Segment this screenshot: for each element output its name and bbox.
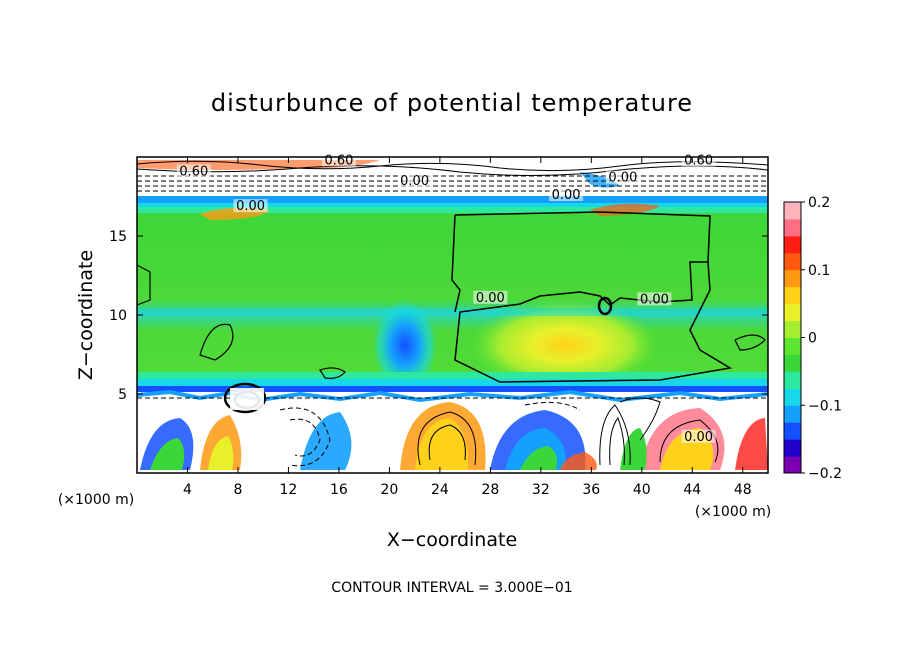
colorbar-swatch: [784, 422, 801, 440]
y-tick-label: 15: [109, 229, 127, 245]
x-tick-label: 20: [380, 482, 398, 498]
upper-mint-band: [137, 207, 768, 213]
colorbar-swatch: [784, 388, 801, 406]
contour-label: 0.00: [400, 174, 429, 189]
contour-label-bg: [605, 170, 640, 184]
lower-blue-band: [137, 386, 768, 392]
colorbar-swatch: [784, 252, 801, 271]
contour-label-bg: [473, 290, 508, 304]
colorbar-swatch: [784, 456, 801, 474]
contour-label: 0.60: [684, 153, 713, 168]
colorbar-swatch: [784, 439, 801, 457]
colorbar-tick-label: 0.1: [808, 263, 830, 279]
colorbar-swatch: [784, 354, 801, 372]
x-axis-label: X−coordinate: [387, 529, 517, 551]
contour-labels: 0.600.600.600.00 0.000.000.000.00 0.000.00: [176, 153, 716, 445]
contour-label: 0.00: [640, 292, 669, 307]
colorbar-swatch: [784, 218, 801, 237]
contour-label: 0.00: [552, 188, 581, 203]
y-tick-label: 5: [118, 387, 127, 403]
colorbar-swatch: [784, 286, 801, 305]
colorbar-tick-label: 0.2: [808, 195, 830, 211]
colorbar-swatch: [784, 371, 801, 389]
colorbar-tick-label: 0: [808, 331, 817, 347]
contour-label: 0.00: [608, 171, 637, 186]
upper-cyan-band: [137, 203, 768, 209]
contour-interval-note: CONTOUR INTERVAL = 3.000E−01: [331, 580, 572, 596]
colorbar: 0.2 0.1 0 −0.1 −0.2: [783, 195, 842, 482]
x-tick-label: 32: [532, 482, 550, 498]
x-tick-label: 28: [481, 482, 499, 498]
upper-cool-band: [137, 196, 768, 204]
y-axis: 5 10 15: [109, 229, 768, 403]
warm-anomaly: [470, 300, 660, 390]
contour-label-bg: [681, 429, 716, 443]
contour-label: 0.00: [476, 291, 505, 306]
colorbar-tick-label: −0.1: [808, 398, 842, 414]
x-tick-label: 24: [431, 482, 449, 498]
contour-label-bg: [233, 199, 268, 213]
y-tick-label: 10: [109, 308, 127, 324]
plot-field: [137, 157, 768, 473]
x-tick-label: 40: [633, 482, 651, 498]
x-tick-label: 12: [280, 482, 298, 498]
colorbar-swatch: [784, 269, 801, 288]
contour-label-bg: [176, 164, 211, 178]
contour-label-bg: [549, 188, 584, 202]
chart-title: disturbunce of potential temperature: [211, 89, 693, 117]
x-tick-label: 36: [582, 482, 600, 498]
contour-label: 0.00: [236, 199, 265, 214]
colorbar-swatch: [784, 405, 801, 423]
contour-label-bg: [397, 173, 432, 187]
colorbar-swatch: [784, 337, 801, 355]
lower-mint-band: [137, 372, 768, 380]
contour-label: 0.00: [684, 430, 713, 445]
cool-column: [373, 300, 437, 390]
contour-label-bg: [637, 292, 672, 306]
colorbar-swatch: [784, 320, 801, 338]
x-tick-label: 16: [330, 482, 348, 498]
contour-label: 0.60: [179, 164, 208, 179]
mid-cool-band: [137, 308, 768, 316]
y-axis-label: Z−coordinate: [75, 250, 97, 380]
y-axis-unit: (×1000 m): [58, 492, 134, 508]
x-tick-label: 4: [183, 482, 192, 498]
boundary-wave: [137, 389, 768, 403]
colorbar-swatch: [784, 235, 801, 254]
x-axis: 4 8 12 16 20 24 28 32 36 40 44 48: [183, 157, 752, 498]
colorbar-swatch: [784, 303, 801, 322]
x-tick-label: 44: [683, 482, 701, 498]
white-blob: [230, 388, 264, 410]
colorbar-swatch: [784, 202, 801, 220]
x-tick-label: 48: [734, 482, 752, 498]
colorbar-tick-label: −0.2: [808, 466, 842, 482]
x-axis-unit: (×1000 m): [695, 504, 771, 520]
x-tick-label: 8: [233, 482, 242, 498]
lower-cyan-band: [137, 379, 768, 387]
